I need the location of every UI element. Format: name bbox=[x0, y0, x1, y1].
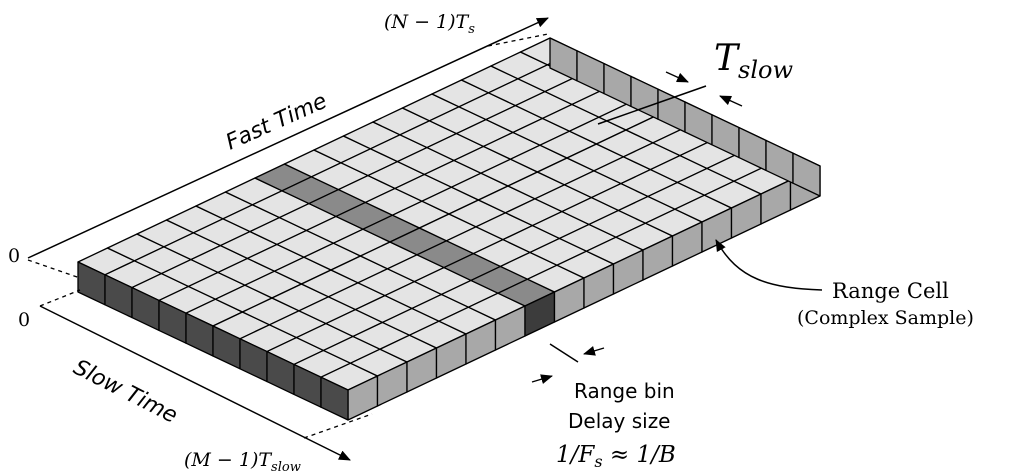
range-bin-arrow-bottom bbox=[531, 374, 553, 384]
zero-left-label: 0 bbox=[18, 309, 30, 331]
t-slow-arrow-left bbox=[665, 71, 689, 83]
t-slow-arrow-right bbox=[719, 95, 743, 107]
m-minus-1-tslow-label: (M − 1)Tslow bbox=[184, 449, 301, 475]
fast-time-extension-dashed bbox=[487, 33, 549, 47]
range-bin-label: Range bin bbox=[574, 379, 675, 403]
zero-top-label: 0 bbox=[8, 245, 20, 267]
front-side-faces bbox=[347, 165, 821, 421]
far-side-face bbox=[792, 152, 821, 197]
slow-time-axis bbox=[39, 305, 351, 461]
fast-time-label: Fast Time bbox=[222, 89, 331, 156]
range-cell-label: Range Cell bbox=[832, 279, 949, 303]
range-cell-pointer bbox=[715, 239, 823, 291]
delay-size-label: Delay size bbox=[568, 409, 671, 433]
range-bin-arrow-top bbox=[583, 346, 605, 356]
n-minus-1-ts-label: (N − 1)Ts bbox=[384, 11, 475, 37]
t-slow-guide-line bbox=[597, 85, 707, 125]
rate-relation-label: 1/Fs ≈ 1/B bbox=[556, 442, 676, 471]
slow-time-side-face bbox=[320, 376, 349, 421]
slow-time-origin-dashed bbox=[39, 289, 81, 307]
right-side-faces bbox=[77, 37, 821, 421]
slow-time-end-dashed bbox=[303, 413, 373, 439]
range-bin-guide-line bbox=[549, 343, 579, 363]
t-slow-label: Tslow bbox=[714, 38, 793, 84]
fast-time-axis bbox=[27, 17, 549, 259]
slow-time-label: Slow Time bbox=[69, 355, 181, 429]
complex-sample-label: (Complex Sample) bbox=[797, 307, 974, 329]
fast-time-origin-dashed bbox=[27, 259, 81, 279]
